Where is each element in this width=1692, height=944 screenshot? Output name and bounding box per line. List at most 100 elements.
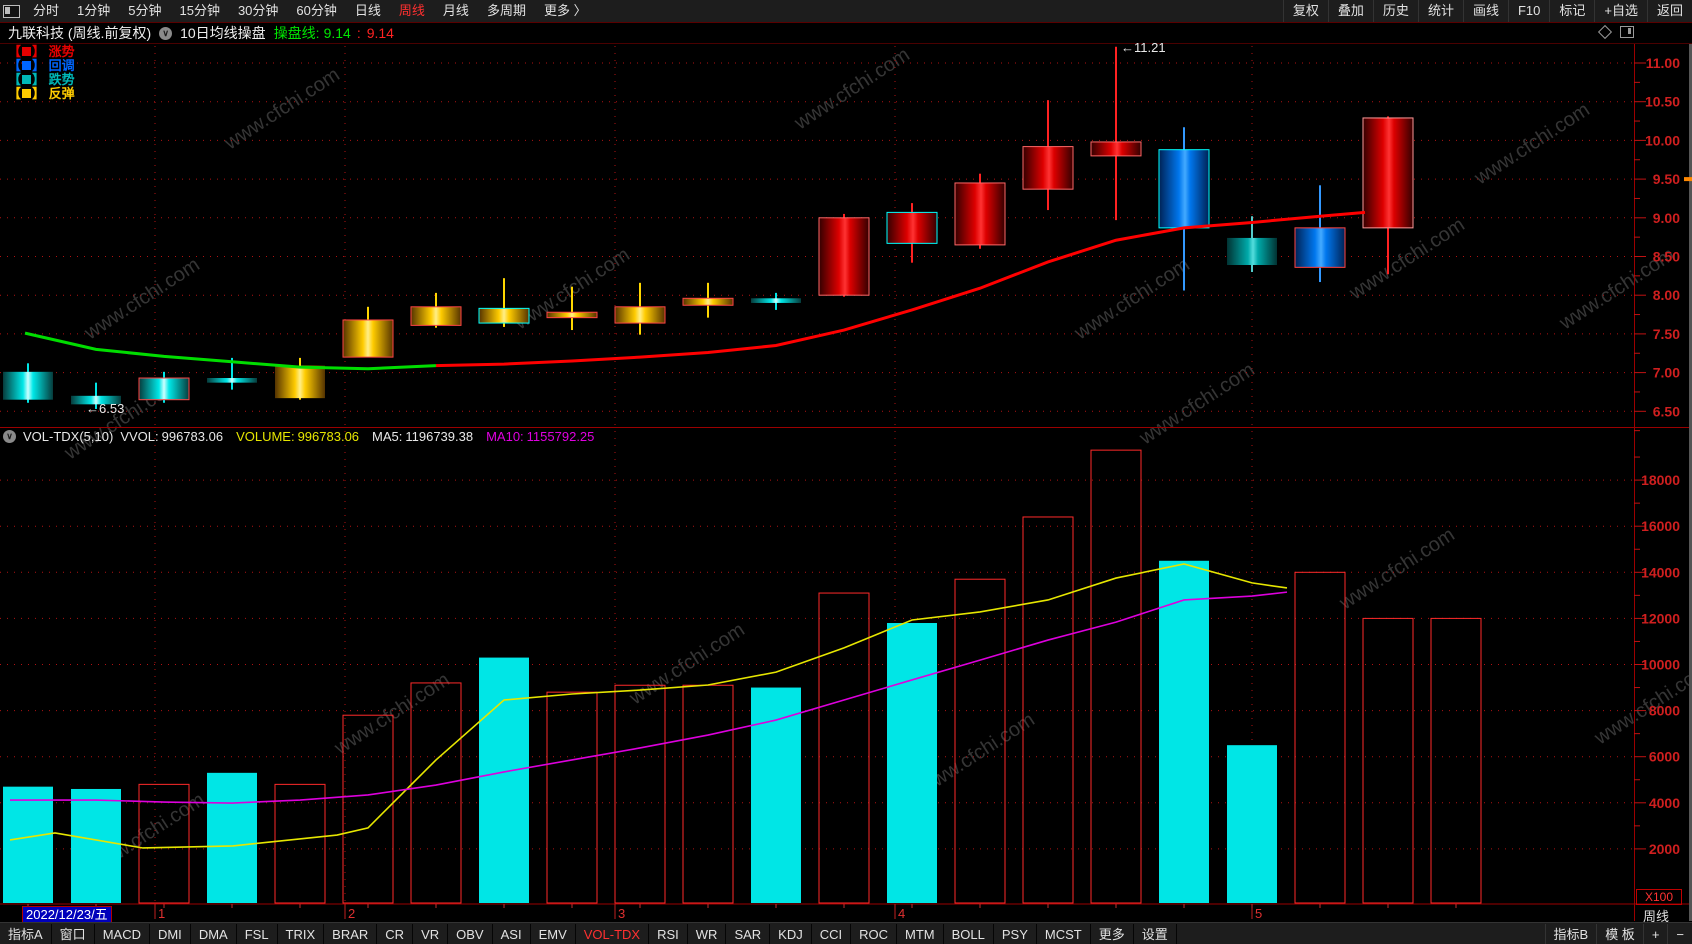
- legend-item-反弹: 【】 反弹: [8, 86, 75, 101]
- candle-body: [71, 395, 121, 405]
- toolbar-action-统计[interactable]: 统计: [1417, 0, 1463, 22]
- legend-swatch: [22, 61, 32, 70]
- indicator-tab-OBV[interactable]: OBV: [448, 923, 493, 944]
- indicator-tab-VOL-TDX[interactable]: VOL-TDX: [576, 923, 650, 944]
- indicator-name[interactable]: 10日均线操盘: [180, 25, 266, 41]
- volume-ma-lines: [9, 563, 1288, 849]
- indicator-tab-VR[interactable]: VR: [413, 923, 449, 944]
- price-axis-label: 9.50: [1653, 171, 1680, 187]
- watermark-text: www.cfchi.com: [330, 669, 454, 760]
- legend-swatch: [22, 47, 32, 56]
- month-tick-label: 3: [618, 906, 625, 921]
- toolbar-action-标记[interactable]: 标记: [1549, 0, 1594, 22]
- diamond-icon[interactable]: [1597, 24, 1613, 40]
- candle-body: [342, 319, 394, 358]
- period-tab-1分钟[interactable]: 1分钟: [77, 3, 111, 18]
- candle-body: [682, 297, 734, 306]
- value-separator: :: [356, 25, 361, 41]
- indicator-tab-ROC[interactable]: ROC: [851, 923, 898, 944]
- volume-axis: 18000 16000 14000 12000 10000 8000 6000 4000 200…: [1634, 456, 1680, 857]
- watermark-text: www.cfchi.com: [220, 64, 344, 155]
- indicator-tab-CR[interactable]: CR: [377, 923, 414, 944]
- period-tab-30分钟[interactable]: 30分钟: [237, 3, 279, 18]
- candle-body: [751, 298, 801, 303]
- period-tab-5分钟[interactable]: 5分钟: [128, 3, 162, 18]
- indicator-tab-设置[interactable]: 设置: [1134, 923, 1177, 944]
- chevron-down-icon[interactable]: ∨: [159, 26, 173, 40]
- indicator-tab-KDJ[interactable]: KDJ: [770, 923, 812, 944]
- indicator-tab-PSY[interactable]: PSY: [994, 923, 1037, 944]
- indicator-tab-CCI[interactable]: CCI: [812, 923, 852, 944]
- legend-swatch: [22, 89, 32, 98]
- toolbar-action-历史[interactable]: 历史: [1372, 0, 1418, 22]
- app-icon[interactable]: [3, 4, 20, 18]
- indicator-tab-BOLL[interactable]: BOLL: [944, 923, 994, 944]
- volume-bar: [1294, 571, 1346, 904]
- watermark-text: www.cfchi.com: [80, 254, 204, 345]
- top-toolbar: 分时 1分钟 5分钟 15分钟 30分钟 60分钟 日线 周线 月线 多周期 更多 〉 复权 叠加 历史…: [0, 0, 1692, 23]
- indicator-tab-ASI[interactable]: ASI: [493, 923, 531, 944]
- toolbar-action-复权[interactable]: 复权: [1282, 0, 1328, 22]
- month-tick-label: 5: [1255, 906, 1262, 921]
- indicator-tab-更多[interactable]: 更多: [1091, 923, 1134, 944]
- indicator-tab-窗口[interactable]: 窗口: [52, 923, 95, 944]
- collapse-icon[interactable]: ∨: [3, 430, 16, 443]
- price-axis: 11.00 10.50 10.00 9.50 9.00 8.50 8.00 7.50 7.00 6…: [1634, 55, 1680, 432]
- bottom-toolbar: 指标A 窗口 MACD DMI DMA FSL TRIX BRAR CR VR OBV ASI EMV V…: [0, 922, 1692, 944]
- volume-axis-label: 16000: [1641, 518, 1680, 534]
- indicator-tab-指标A[interactable]: 指标A: [0, 923, 52, 944]
- candle-body: [1362, 117, 1414, 229]
- indicator-tab-BRAR[interactable]: BRAR: [324, 923, 378, 944]
- indicator-tab-SAR[interactable]: SAR: [726, 923, 771, 944]
- volume-bar: [138, 783, 190, 904]
- volume-unit-label: X100: [1636, 889, 1682, 905]
- indicator-tab-WR[interactable]: WR: [688, 923, 727, 944]
- period-tab-月线[interactable]: 月线: [442, 3, 469, 18]
- toolbar-action-+自选[interactable]: +自选: [1594, 0, 1647, 22]
- indicator-action-−[interactable]: −: [1667, 923, 1692, 944]
- indicator-tab-FSL[interactable]: FSL: [237, 923, 278, 944]
- volume-axis-label: 18000: [1641, 472, 1680, 488]
- price-axis-label: 11.00: [1646, 55, 1680, 71]
- candle-body: [1158, 149, 1210, 229]
- indicator-tab-MTM[interactable]: MTM: [897, 923, 944, 944]
- price-axis-label: 7.00: [1653, 365, 1680, 381]
- month-tick-label: 1: [158, 906, 165, 921]
- title-bar-icons: [1597, 24, 1634, 40]
- legend-item-涨势: 【】 涨势: [8, 44, 75, 59]
- toolbar-action-返回[interactable]: 返回: [1646, 0, 1692, 22]
- period-tab-日线[interactable]: 日线: [354, 3, 381, 18]
- legend-item-回调: 【】 回调: [8, 58, 75, 73]
- period-tab-更多 〉[interactable]: 更多 〉: [543, 3, 587, 18]
- volume-axis-label: 6000: [1649, 749, 1680, 765]
- toolbar-action-叠加[interactable]: 叠加: [1327, 0, 1373, 22]
- indicator-action-模 板[interactable]: 模 板: [1596, 923, 1643, 944]
- vol-indicator-name[interactable]: VOL-TDX(5,10): [23, 429, 114, 444]
- indicator-tab-DMA[interactable]: DMA: [191, 923, 237, 944]
- indicator-tab-MCST[interactable]: MCST: [1037, 923, 1091, 944]
- period-tab-15分钟[interactable]: 15分钟: [179, 3, 220, 18]
- indicator-tab-EMV[interactable]: EMV: [531, 923, 576, 944]
- toolbar-action-F10[interactable]: F10: [1507, 0, 1549, 22]
- candle-body: [818, 217, 870, 296]
- period-tabs: 分时 1分钟 5分钟 15分钟 30分钟 60分钟 日线 周线 月线 多周期 更多 〉: [24, 0, 596, 22]
- period-tab-60分钟[interactable]: 60分钟: [296, 3, 337, 18]
- period-tab-多周期[interactable]: 多周期: [486, 3, 526, 18]
- window-icon[interactable]: [1620, 26, 1634, 38]
- indicator-tab-TRIX[interactable]: TRIX: [278, 923, 325, 944]
- toolbar-action-画线[interactable]: 画线: [1462, 0, 1508, 22]
- indicator-tab-RSI[interactable]: RSI: [649, 923, 688, 944]
- price-annotation: ←6.53: [86, 401, 124, 416]
- period-tab-分时[interactable]: 分时: [33, 3, 60, 18]
- indicator-action-+[interactable]: +: [1642, 923, 1668, 944]
- candle-body: [275, 365, 325, 399]
- volume-bar: [546, 691, 598, 904]
- indicator-tab-MACD[interactable]: MACD: [95, 923, 150, 944]
- price-axis-label: 7.50: [1653, 326, 1680, 342]
- ma10-label: MA10:: [486, 429, 524, 444]
- candle-body: [614, 306, 666, 324]
- period-tab-周线[interactable]: 周线: [398, 3, 425, 18]
- indicator-action-指标B[interactable]: 指标B: [1544, 923, 1597, 944]
- indicator-tab-DMI[interactable]: DMI: [150, 923, 191, 944]
